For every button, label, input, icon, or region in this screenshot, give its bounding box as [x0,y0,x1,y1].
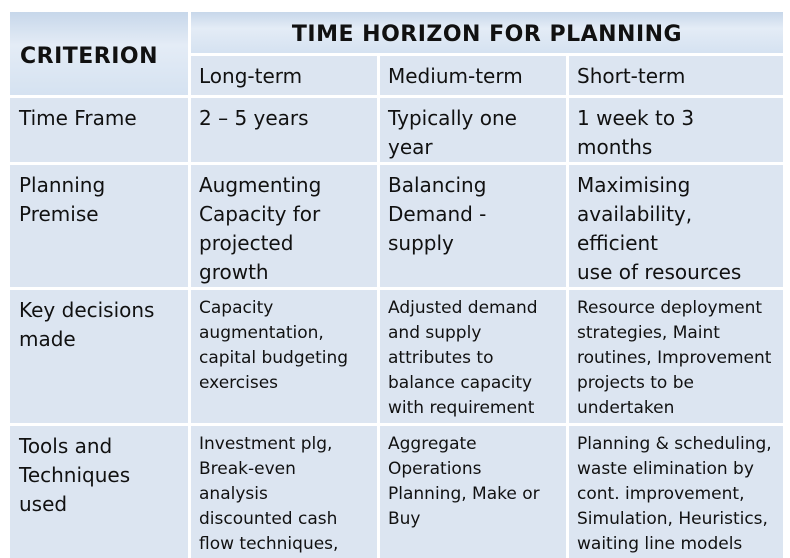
table-row-tools-techniques: Tools and Techniques used Investment plg… [10,426,783,558]
long-term-cell: Capacity augmentation, capital budgeting… [191,290,380,426]
table-row-key-decisions: Key decisions made Capacity augmentation… [10,290,783,426]
table-row-planning-premise: Planning Premise Augmenting Capacity for… [10,165,783,290]
planning-horizon-table-wrapper: CRITERION TIME HORIZON FOR PLANNING Long… [10,12,783,558]
medium-term-cell: Adjusted demand and supply attributes to… [380,290,569,426]
short-term-text: Maximising availability, efficient use o… [577,173,742,284]
medium-term-text: Aggregate Operations Planning, Make or B… [388,434,540,529]
time-horizon-header: TIME HORIZON FOR PLANNING [191,12,783,56]
long-term-cell: Augmenting Capacity for projected growth [191,165,380,290]
long-term-text: Investment plg, Break-even analysis disc… [199,434,339,554]
long-term-text: Augmenting Capacity for projected growth [199,173,322,284]
medium-term-text: Adjusted demand and supply attributes to… [388,298,538,418]
planning-horizon-table: CRITERION TIME HORIZON FOR PLANNING Long… [10,12,783,558]
criterion-label: Tools and Techniques used [19,434,131,516]
medium-term-text: Balancing Demand - supply [388,173,487,255]
column-header-short-term: Short-term [569,56,783,98]
header-row-sub: Long-term Medium-term Short-term [10,56,783,98]
table-row-time-frame: Time Frame 2 – 5 years Typically one yea… [10,98,783,165]
criterion-cell: Planning Premise [10,165,191,290]
medium-term-text: Typically one year [388,106,517,159]
short-term-text: Planning & scheduling, waste elimination… [577,434,772,554]
criterion-label: Planning Premise [19,173,106,226]
long-term-cell: Investment plg, Break-even analysis disc… [191,426,380,558]
long-term-text: Capacity augmentation, capital budgeting… [199,298,349,393]
column-header-long-term: Long-term [191,56,380,98]
medium-term-cell: Typically one year [380,98,569,165]
short-term-cell: Maximising availability, efficient use o… [569,165,783,290]
medium-term-cell: Aggregate Operations Planning, Make or B… [380,426,569,558]
short-term-cell: Resource deployment strategies, Maint ro… [569,290,783,426]
short-term-text: Resource deployment strategies, Maint ro… [577,298,772,418]
medium-term-cell: Balancing Demand - supply [380,165,569,290]
long-term-text: 2 – 5 years [199,106,309,130]
short-term-cell: 1 week to 3 months [569,98,783,165]
criterion-cell: Tools and Techniques used [10,426,191,558]
header-row-top: CRITERION TIME HORIZON FOR PLANNING [10,12,783,98]
long-term-cell: 2 – 5 years [191,98,380,165]
criterion-label: Key decisions made [19,298,155,351]
criterion-label: Time Frame [19,106,137,130]
criterion-header: CRITERION [10,12,191,98]
short-term-cell: Planning & scheduling, waste elimination… [569,426,783,558]
column-header-medium-term: Medium-term [380,56,569,98]
short-term-text: 1 week to 3 months [577,106,695,159]
criterion-cell: Key decisions made [10,290,191,426]
criterion-cell: Time Frame [10,98,191,165]
